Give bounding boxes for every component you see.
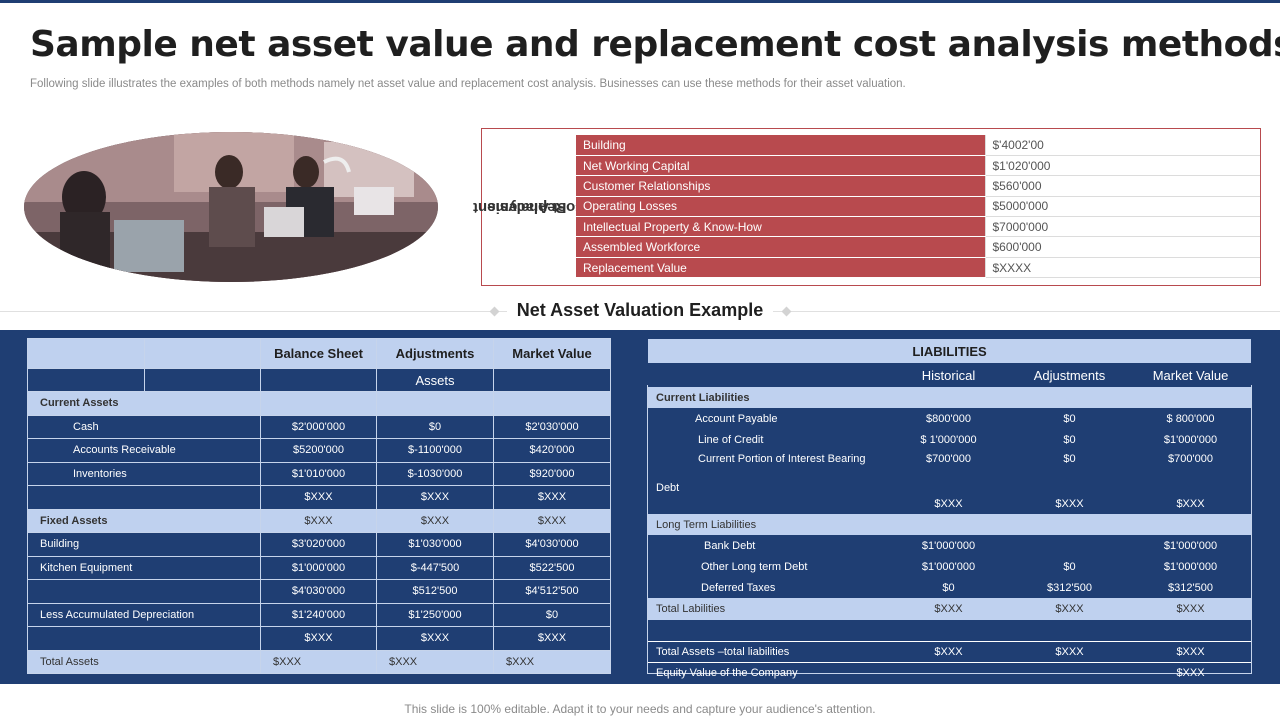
rc-row: Replacement Value $XXXX: [576, 257, 1260, 279]
section-title: Net Asset Valuation Example: [0, 300, 1280, 321]
table-row: Account Payable $800'000 $0 $ 800'000: [695, 412, 1215, 425]
assets-subheader: Assets: [376, 368, 494, 392]
rc-row: Net Working Capital $1'020'000: [576, 155, 1260, 177]
table-row: $XXX $XXX $XXX: [27, 626, 611, 651]
rc-item: Operating Losses: [576, 196, 985, 218]
long-term-liabilities-row: Long Term Liabilities: [648, 514, 1252, 535]
rc-row: Assembled Workforce $600'000: [576, 236, 1260, 258]
rc-value: $5000'000: [984, 196, 1260, 218]
replacement-cost-label: Replacement Cost Analysis: [473, 129, 586, 285]
page-title: Sample net asset value and replacement c…: [30, 24, 1280, 65]
rc-row: Operating Losses $5000'000: [576, 196, 1260, 218]
replacement-cost-panel: [481, 128, 1261, 286]
replacement-cost-label-line2: Cost Analysis: [487, 198, 586, 216]
liabilities-table: LIABILITIES Historical Adjustments Marke…: [648, 339, 1252, 683]
rc-value: $600'000: [984, 236, 1260, 258]
table-row: $4'030'000 $512'500 $4'512'500: [27, 579, 611, 604]
fixed-assets-row: Fixed Assets $XXX $XXX $XXX: [27, 508, 611, 533]
table-row: Line of Credit $ 1'000'000 $0 $1'000'000: [698, 433, 1218, 446]
rc-value: $560'000: [984, 175, 1260, 197]
current-assets-row: Current Assets: [27, 391, 611, 416]
table-row: Kitchen Equipment $1'000'000 $-447'500 $52…: [27, 555, 611, 580]
table-row: Debt: [656, 482, 680, 494]
table-row: [648, 620, 1252, 641]
rc-value: $XXXX: [984, 257, 1260, 279]
total-assets-row: Total Assets $XXX $XXX $XXX: [27, 649, 611, 674]
assets-minus-liabilities-row: Total Assets –total liabilities $XXX $XXX…: [648, 640, 1252, 662]
liabilities-caption-row: LIABILITIES: [648, 339, 1252, 363]
table-row: Accounts Receivable $5200'000 $-1100'000 $…: [27, 438, 611, 463]
header-adjustments: Adjustments: [376, 338, 494, 369]
rc-item: Replacement Value: [576, 257, 985, 279]
liabilities-caption: LIABILITIES: [648, 339, 1252, 363]
table-row: Other Long term Debt $1'000'000 $0 $1'000'…: [701, 560, 1218, 573]
table-row: $XXX $XXX $XXX: [934, 498, 1205, 510]
rc-item: Net Working Capital: [576, 155, 985, 177]
current-assets-label: Current Assets: [27, 391, 261, 416]
assets-header-row: Balance Sheet Adjustments Market Value: [27, 338, 611, 369]
total-liabilities-row: Total Labilities $XXX $XXX $XXX: [648, 598, 1252, 620]
rc-item: Intellectual Property & Know-How: [576, 216, 985, 238]
replacement-cost-table: Building $'4002'00 Net Working Capital $1'…: [576, 135, 1260, 279]
header-market-value: Market Value: [1130, 363, 1252, 387]
table-row: Less Accumulated Depreciation $1'240'000…: [27, 602, 611, 627]
table-row: $XXX $XXX $XXX: [27, 485, 611, 510]
table-row: Cash $2'000'000 $0 $2'030'000: [27, 414, 611, 439]
rc-value: $7000'000: [984, 216, 1260, 238]
rc-row: Intellectual Property & Know-How $7000'00…: [576, 216, 1260, 238]
rc-item: Building: [576, 135, 985, 156]
header-adjustments: Adjustments: [1009, 363, 1130, 387]
rc-item: Assembled Workforce: [576, 236, 985, 258]
table-row: Deferred Taxes $0 $312'500 $312'500: [701, 581, 1213, 594]
rc-value: $'4002'00: [984, 135, 1260, 156]
assets-subheader-row: Assets: [27, 368, 611, 392]
rc-row: Building $'4002'00: [576, 135, 1260, 156]
page-subtitle: Following slide illustrates the examples…: [30, 78, 906, 90]
header-historical: Historical: [888, 363, 1009, 387]
equity-value-row: Equity Value of the Company $XXX: [648, 661, 1252, 683]
section-title-text: Net Asset Valuation Example: [506, 300, 774, 320]
meeting-photo-illustration: [24, 132, 438, 282]
assets-table: Balance Sheet Adjustments Market Value A…: [27, 338, 611, 674]
header-balance-sheet: Balance Sheet: [260, 338, 377, 369]
meeting-photo: [24, 132, 438, 282]
rc-row: Customer Relationships $560'000: [576, 175, 1260, 197]
table-row: Current Portion of Interest Bearing $700…: [698, 453, 1213, 465]
header-market-value: Market Value: [493, 338, 611, 369]
table-row: Building $3'020'000 $1'030'000 $4'030'000: [27, 532, 611, 557]
top-accent-bar: [0, 0, 1280, 3]
footer-note: This slide is 100% editable. Adapt it to…: [404, 702, 876, 716]
rc-value: $1'020'000: [984, 155, 1260, 177]
table-row: Inventories $1'010'000 $-1030'000 $920'000: [27, 461, 611, 486]
liabilities-header-row: Historical Adjustments Market Value: [648, 363, 1252, 387]
rc-item: Customer Relationships: [576, 175, 985, 197]
table-row: Bank Debt $1'000'000 $1'000'000: [704, 539, 1218, 552]
current-liabilities-row: Current Liabilities: [648, 387, 1252, 408]
